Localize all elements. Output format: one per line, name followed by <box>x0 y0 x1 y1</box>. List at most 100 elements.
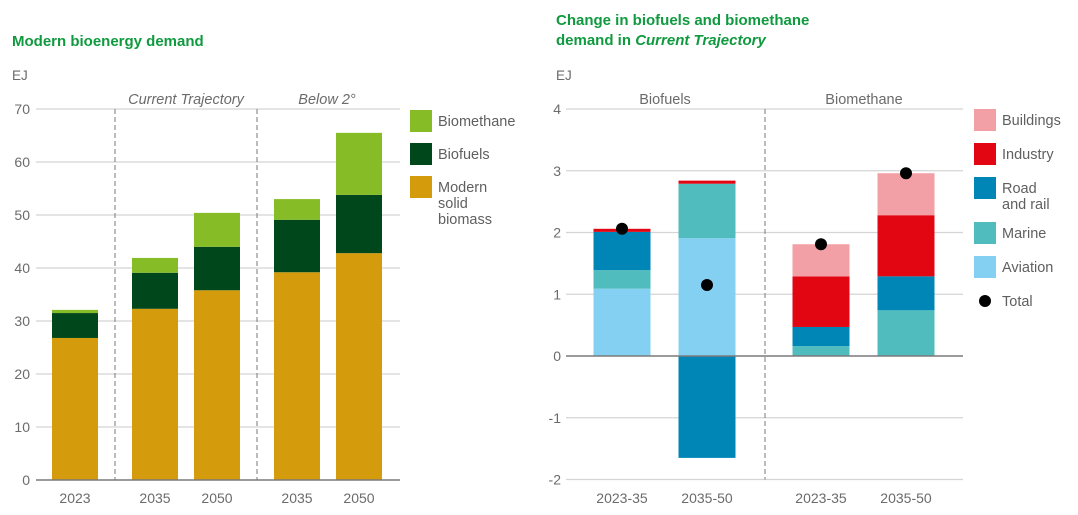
group-label: Current Trajectory <box>128 92 245 108</box>
bar-segment-modern-solid-biomass <box>274 272 320 480</box>
legend-item: Marine <box>974 222 1046 244</box>
total-marker <box>815 238 827 251</box>
bar-segment-aviation <box>593 288 651 356</box>
x-tick-label: 2050 <box>201 490 232 506</box>
y-tick-label: 60 <box>14 154 30 170</box>
y-tick-label: 20 <box>14 366 30 382</box>
y-tick-label: 0 <box>22 472 30 488</box>
bar-segment-marine <box>678 183 736 239</box>
legend-label: Total <box>1002 294 1033 310</box>
bar-segment-road-and-rail <box>877 276 935 311</box>
bar-segment-aviation <box>678 238 736 356</box>
x-tick-label: 2035-50 <box>880 490 932 506</box>
bar-segment-biomethane <box>194 212 240 247</box>
bar-segment-modern-solid-biomass <box>132 308 178 480</box>
y-tick-label: 30 <box>14 313 30 329</box>
y-tick-label: -1 <box>549 410 562 426</box>
x-tick-label: 2050 <box>343 490 374 506</box>
y-tick-label: 50 <box>14 207 30 223</box>
y-tick-label: 2 <box>553 225 561 241</box>
x-tick-label: 2023 <box>59 490 90 506</box>
bar-segment-marine <box>792 346 850 356</box>
legend-label: Biofuels <box>438 147 490 163</box>
bar-segment-road-and-rail <box>593 231 651 271</box>
y-axis-unit-label: EJ <box>12 68 28 83</box>
legend-label: biomass <box>438 212 492 228</box>
right-title-line-1: Change in biofuels and biomethane <box>556 12 810 29</box>
y-tick-label: -2 <box>549 472 562 488</box>
legend-item: Biomethane <box>410 110 515 132</box>
y-tick-label: 1 <box>553 286 561 302</box>
legend-item: Biofuels <box>410 143 490 165</box>
legend-swatch <box>410 143 432 165</box>
right-chart: EJ -2 -1 0 1 2 3 4 Biofuels Biomethane 2023-35 2035… <box>549 68 1061 506</box>
y-tick-label: 70 <box>14 101 30 117</box>
total-marker <box>701 278 713 291</box>
legend-swatch <box>974 177 996 199</box>
y-tick-label: 3 <box>553 163 561 179</box>
bar-segment-modern-solid-biomass <box>194 290 240 480</box>
bar-segment-biofuels <box>194 246 240 291</box>
legend-label: Modern <box>438 180 487 196</box>
y-tick-label: 4 <box>553 101 561 117</box>
bar-segment-industry <box>678 180 736 184</box>
legend-item: Total <box>979 294 1033 310</box>
x-tick-label: 2023-35 <box>795 490 847 506</box>
bar-segment-marine <box>877 310 935 356</box>
bar-segment-biomethane <box>336 132 382 195</box>
legend-label: and rail <box>1002 197 1050 213</box>
legend-swatch <box>410 110 432 132</box>
legend-swatch <box>974 109 996 131</box>
legend-label: Biomethane <box>438 114 515 130</box>
legend-label: Buildings <box>1002 113 1061 129</box>
x-tick-label: 2035-50 <box>681 490 733 506</box>
legend-label: Aviation <box>1002 260 1053 276</box>
group-label: Biomethane <box>825 92 902 108</box>
right-title-line-2: demand in <box>556 32 636 49</box>
bar-segment-biomethane <box>52 309 98 314</box>
bar-segment-road-and-rail <box>678 356 736 458</box>
legend-swatch <box>974 256 996 278</box>
bar-segment-biofuels <box>274 219 320 273</box>
left-chart-title: Modern bioenergy demand <box>12 33 204 50</box>
y-tick-label: 40 <box>14 260 30 276</box>
total-marker <box>616 222 628 235</box>
legend-item: Industry <box>974 143 1054 165</box>
y-tick-label: 0 <box>553 348 561 364</box>
y-tick-label: 10 <box>14 419 30 435</box>
legend-label: solid <box>438 196 468 212</box>
legend-total-marker <box>979 295 991 307</box>
legend-label: Road <box>1002 181 1037 197</box>
bar-segment-modern-solid-biomass <box>336 253 382 480</box>
right-chart-title: Change in biofuels and biomethane demand… <box>556 11 809 51</box>
legend-label: Marine <box>1002 226 1046 242</box>
x-tick-label: 2035 <box>281 490 312 506</box>
bar-segment-biofuels <box>132 272 178 309</box>
bar-segment-biomethane <box>274 199 320 220</box>
legend-item: Buildings <box>974 109 1061 131</box>
bar-segment-industry <box>877 215 935 277</box>
bar-segment-biomethane <box>132 257 178 273</box>
bar-segment-biofuels <box>52 313 98 338</box>
y-axis-unit-label: EJ <box>556 68 572 83</box>
left-chart: EJ 0 10 20 30 40 50 60 70 Current Trajectory Below… <box>12 68 515 506</box>
bar-segment-road-and-rail <box>792 326 850 347</box>
bar-segment-modern-solid-biomass <box>52 337 98 480</box>
group-label: Biofuels <box>639 92 691 108</box>
x-tick-label: 2023-35 <box>596 490 648 506</box>
x-tick-label: 2035 <box>139 490 170 506</box>
legend-swatch <box>974 143 996 165</box>
bar-segment-marine <box>593 270 651 289</box>
legend-swatch <box>974 222 996 244</box>
legend-swatch <box>410 176 432 198</box>
total-marker <box>900 167 912 180</box>
group-label: Below 2° <box>298 92 356 108</box>
right-title-italic: Current Trajectory <box>635 32 766 49</box>
legend-item: Aviation <box>974 256 1053 278</box>
bar-segment-buildings <box>877 173 935 216</box>
legend-label: Industry <box>1002 147 1054 163</box>
bar-segment-biofuels <box>336 194 382 254</box>
